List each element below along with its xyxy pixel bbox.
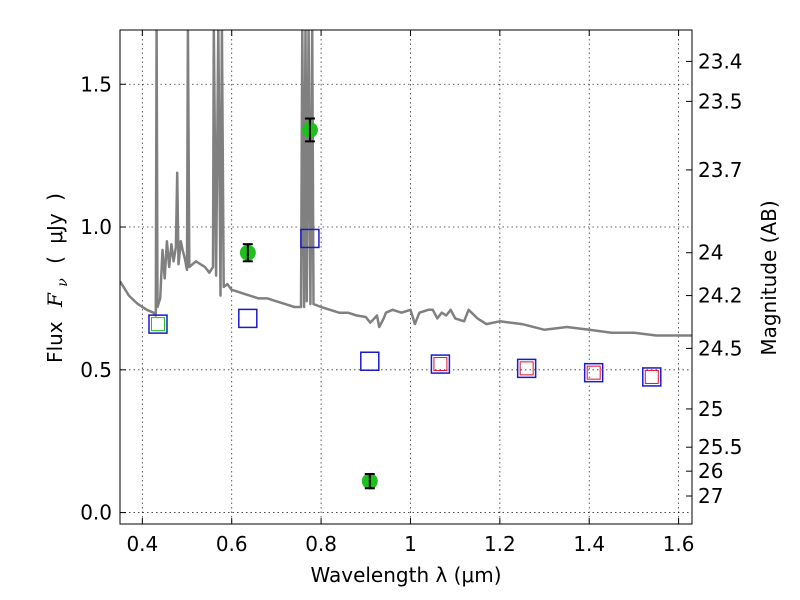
plot-frame [119,29,693,525]
model-photometry-square [516,358,537,379]
model-photometry-square [430,354,451,374]
y2-tick-label: 23.7 [698,158,743,182]
x-tick-label: 0.4 [126,532,158,556]
y2-tick-label: 26 [698,459,723,483]
y-tick-label: 1.0 [80,215,112,239]
y-label-subscript: ν [55,278,71,287]
y-label-unit-open: ( [43,256,67,264]
y-label-unit-close: ) [43,193,67,201]
model-photometry-square [238,308,258,329]
inner-photometry-square [150,317,165,332]
y-tick-label: 0.0 [80,501,112,525]
model-photometry-square [583,362,604,383]
y2-tick-label: 24 [698,241,723,265]
x-tick-label: 1.4 [573,532,605,556]
model-photometry-square [360,351,380,371]
y-axis-label: Flux F ν ( μJy ) [43,193,72,363]
x-tick-label: 1.6 [663,532,695,556]
y-label-symbol: F [43,292,67,308]
x-tick-label: 1 [404,532,417,556]
y-tick-label: 1.5 [80,72,112,96]
y2-tick-label: 24.5 [698,336,743,360]
photometry-markers [148,117,662,490]
model-spectrum [120,30,692,337]
model-photometry-square [300,228,320,249]
y2-tick-label: 23.5 [698,89,743,113]
y2-tick-label: 27 [698,484,723,508]
model-photometry-square [148,314,168,334]
x-tick-label: 0.6 [216,532,248,556]
y2-tick-label: 25.5 [698,435,743,459]
inner-photometry-square [433,357,448,372]
y2-tick-label: 24.2 [698,284,743,308]
spectrum-line [120,30,692,337]
axis-ticks: 0.4 0.6 0.8 1 1.2 1.4 1.6 0.0 0.5 1.0 1.5 23.4 23.5 2… [80,30,743,556]
y-label-unit: μJy [43,213,67,244]
y-tick-label: 0.5 [80,358,112,382]
inner-photometry-square [586,365,601,380]
inner-photometry-square [519,361,534,376]
model-photometry-square [642,367,662,387]
y2-tick-label: 23.4 [698,49,743,73]
inner-photometry-square [644,369,659,384]
x-tick-label: 1.2 [484,532,516,556]
x-axis-label: Wavelength λ (μm) [310,563,501,587]
y2-tick-label: 25 [698,397,723,421]
y-label-prefix: Flux [43,321,67,363]
y2-axis-label: Magnitude (AB) [757,200,781,355]
grid-lines [120,30,692,524]
x-tick-label: 0.8 [305,532,337,556]
